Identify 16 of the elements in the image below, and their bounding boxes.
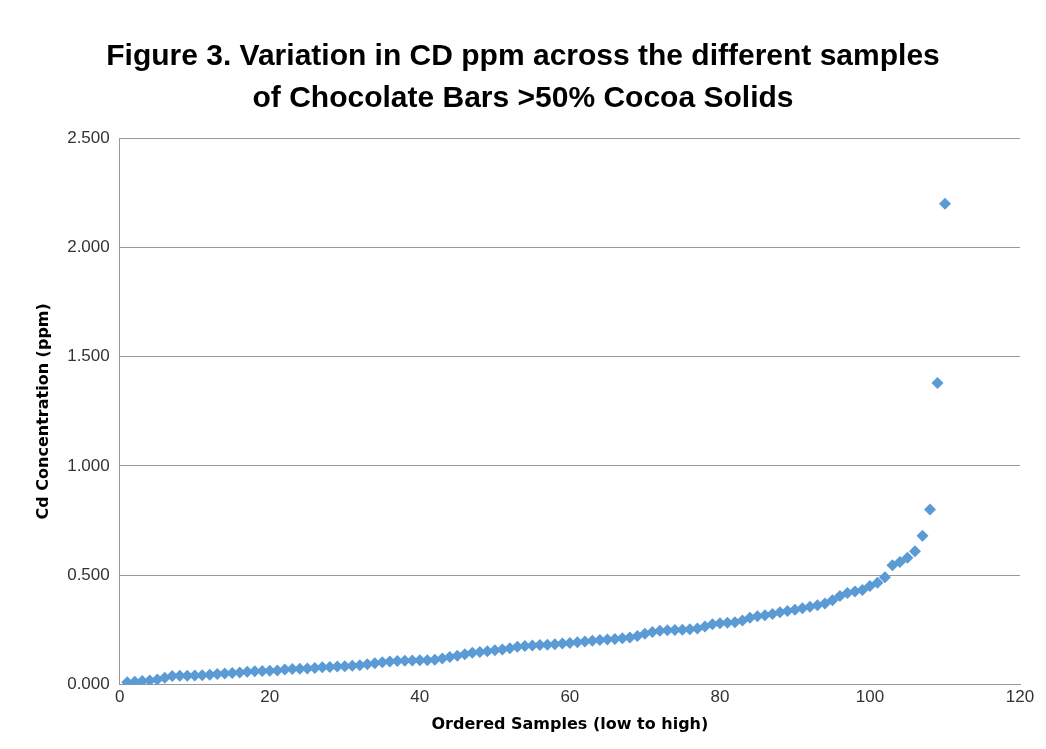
y-tick-label: 0.500 (67, 564, 110, 584)
y-tick-label: 2.500 (67, 127, 110, 147)
x-tick-label: 0 (115, 687, 125, 707)
x-tick-label: 80 (710, 687, 730, 707)
y-tick-label: 0.000 (67, 674, 110, 694)
x-tick-label: 40 (410, 687, 430, 707)
y-axis-title: Cd Concentration (ppm) (32, 303, 52, 520)
y-tick-label: 2.000 (67, 237, 110, 257)
x-tick-label: 120 (1005, 687, 1035, 707)
x-tick-label: 60 (560, 687, 580, 707)
x-tick-label: 100 (855, 687, 885, 707)
y-tick-label: 1.500 (67, 346, 110, 366)
chart-title: Figure 3. Variation in CD ppm across the different samples of Chocolate Bars >50% Cocoa Solids (105, 37, 941, 115)
y-tick-label: 1.000 (67, 455, 110, 475)
x-tick-label: 20 (260, 687, 280, 707)
x-axis-title: Ordered Samples (low to high) (431, 713, 709, 733)
